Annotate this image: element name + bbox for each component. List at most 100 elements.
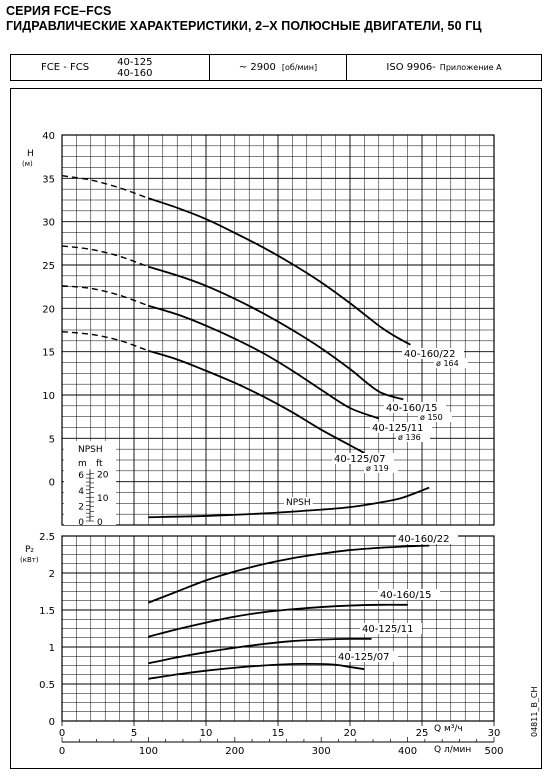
lmin-tick-label: 0 [59,746,65,757]
power-curve-label: 40-125/07 [338,652,390,663]
head-curve-diameter-bg [418,412,452,422]
lmin-tick-label: 500 [484,746,503,757]
lmin-tick-label: 200 [225,746,244,757]
npsh-curve-label-bg [284,497,313,509]
header-models-cell: FCE - FCS 40-125 40-160 [11,55,210,80]
chart-frame [10,88,542,769]
head-curve-diameter: ø 136 [398,433,421,442]
x-tick-label: 15 [272,728,285,739]
head-tick-label: 10 [42,391,55,402]
flow-unit-m3h: Q м³/ч [434,724,463,734]
npsh-m-label: 2 [78,502,84,512]
head-curve [148,265,404,401]
lmin-tick-label: 100 [139,746,158,757]
power-curve-label-bg [360,623,422,634]
npsh-m-label: 0 [78,518,84,528]
head-tick-label: 30 [42,218,55,229]
head-tick-label: 5 [49,434,55,445]
power-curve [148,637,372,665]
header-speed-cell: ~ 2900 [об/мин] [210,55,347,80]
power-axis-unit: (кВт) [20,556,39,564]
flow-unit-lmin-bg [432,744,474,756]
lmin-tick-label: 400 [398,746,417,757]
head-curve-extrapolated [61,285,149,307]
x-tick-label: 30 [488,728,501,739]
head-curve-label-bg [370,422,432,433]
grid [61,134,495,722]
drawing-code: 04811_B_CH [530,686,539,737]
head-curve-label-bg [402,348,464,359]
npsh-ft-label: 0 [97,518,103,528]
power-tick-label: 0 [49,717,55,728]
head-curve-label: 40-125/11 [372,423,424,434]
npsh-unit-ft: ft [96,459,103,469]
head-curve-label: 40-160/22 [404,349,456,360]
npsh-ft-label: 10 [97,494,109,504]
power-curve [148,603,408,638]
head-plot-border [61,134,495,526]
axes [61,134,495,743]
x-tick-label: 5 [131,728,137,739]
head-curve-diameter: ø 164 [436,359,459,368]
power-curve-label-bg [336,651,398,662]
series-label: FCE - FCS [41,62,90,73]
model-a: 40-125 [117,56,153,68]
lmin-tick-label: 300 [312,746,331,757]
power-tick-label: 1 [49,643,55,654]
head-tick-label: 25 [42,261,55,272]
standard-annex: Приложение А [439,63,502,72]
power-curve [148,544,430,604]
head-tick-label: 40 [42,131,55,142]
head-curve-diameter: ø 119 [366,464,389,473]
head-curve-label: 40-160/15 [386,403,438,414]
curves [61,175,430,680]
npsh-axis-title: NPSH [78,445,103,455]
npsh-curve-label: NPSH [286,498,311,508]
npsh-ft-label: 20 [97,470,109,480]
npsh-m-label: 4 [78,487,84,497]
head-tick-label: 35 [42,174,55,185]
head-curve-extrapolated [61,175,149,199]
x-tick-label: 20 [344,728,357,739]
power-tick-label: 2 [49,569,55,580]
standard-label: ISO 9906- [386,62,436,73]
power-curve-label: 40-125/11 [362,624,414,635]
speed-value: ~ 2900 [238,62,276,73]
head-tick-label: 15 [42,348,55,359]
head-curve-label-bg [332,453,394,464]
head-axis-label: H [27,149,34,159]
npsh-curve [148,486,430,519]
power-axis-label: P₂ [25,545,34,555]
power-curve-label-bg [378,589,440,600]
head-curve-diameter-bg [396,432,430,442]
x-tick-label: 25 [416,728,429,739]
head-curve-label-bg [384,402,446,413]
model-b: 40-160 [117,67,153,79]
head-curve-diameter-bg [364,463,398,473]
power-tick-label: 0.5 [39,680,55,691]
flow-unit-m3h-bg [432,723,465,735]
flow-unit-lmin: Q л/мин [434,745,471,755]
power-curve [148,662,365,680]
header-table: FCE - FCS 40-125 40-160 ~ 2900 [об/мин] … [10,54,542,81]
power-curve-label-bg [396,533,458,544]
speed-unit: [об/мин] [281,63,318,72]
header-standard-cell: ISO 9906- Приложение А [347,55,541,80]
chart-title: ГИДРАВЛИЧЕСКИЕ ХАРАКТЕРИСТИКИ, 2–Х ПОЛЮС… [6,19,482,33]
x-tick-label: 10 [200,728,213,739]
head-curve-diameter: ø 150 [420,413,443,422]
model-list: 40-125 40-160 [117,57,152,79]
head-curve-extrapolated [61,245,149,268]
power-tick-label: 2.5 [39,532,55,543]
head-axis-unit: (м) [22,160,33,168]
power-tick-label: 1.5 [39,606,55,617]
x-tick-label: 0 [59,728,65,739]
head-curve-diameter-bg [434,358,468,368]
head-curve [148,349,365,454]
head-curve [148,304,380,420]
npsh-unit-m: m [78,459,87,469]
head-tick-label: 0 [49,478,55,489]
series-title: СЕРИЯ FCE–FCS [6,4,112,18]
